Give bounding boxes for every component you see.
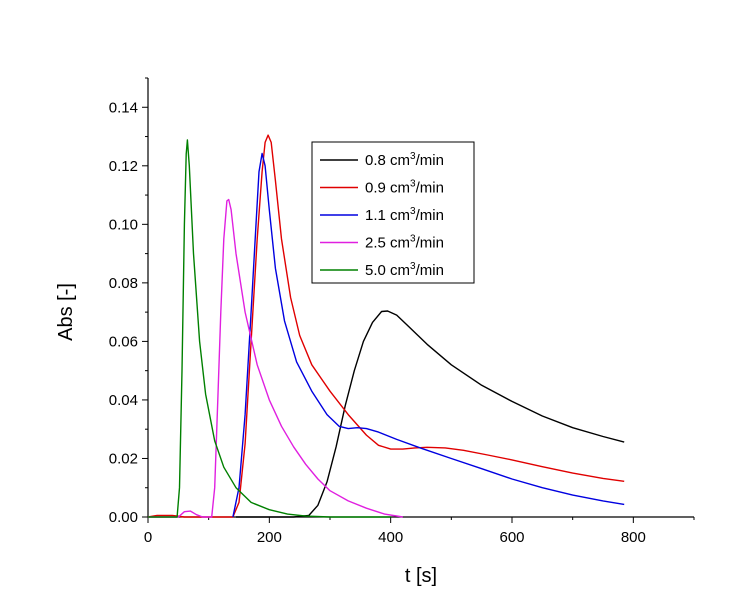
y-tick-label: 0.12 [109, 158, 138, 175]
legend-box [311, 141, 475, 284]
series-line-1 [236, 310, 625, 518]
series-line-4 [148, 198, 403, 518]
y-axis-title: Abs [-] [55, 283, 77, 341]
y-tick-label: 0.00 [109, 509, 138, 526]
legend-label: 5.0 cm3/min [365, 261, 444, 279]
x-tick-label: 400 [378, 529, 403, 546]
y-tick-label: 0.14 [109, 99, 138, 116]
legend-label: 1.1 cm3/min [365, 206, 444, 224]
y-tick-label: 0.10 [109, 216, 138, 233]
legend-label: 2.5 cm3/min [365, 234, 444, 252]
x-tick-label: 200 [257, 529, 282, 546]
y-tick-label: 0.06 [109, 333, 138, 350]
x-axis-title: t [s] [405, 565, 437, 587]
x-tick-label: 0 [144, 529, 152, 546]
x-tick-label: 600 [499, 529, 524, 546]
y-tick-label: 0.04 [109, 392, 138, 409]
y-tick-label: 0.02 [109, 450, 138, 467]
legend: 0.8 cm3/min 0.9 cm3/min 1.1 cm3/min 2.5 cm3… [311, 141, 475, 284]
x-tick-label: 800 [621, 529, 646, 546]
y-tick-label: 0.08 [109, 275, 138, 292]
series-line-3 [232, 152, 625, 518]
series-line-5 [148, 139, 391, 518]
axes: 0 200 400 600 800 0.00 0.02 0.04 0.06 0.08 0.10 0.1… [109, 77, 695, 546]
legend-label: 0.9 cm3/min [365, 179, 444, 197]
series-line-2 [147, 134, 625, 518]
series-group [147, 134, 625, 518]
legend-label: 0.8 cm3/min [365, 151, 444, 169]
